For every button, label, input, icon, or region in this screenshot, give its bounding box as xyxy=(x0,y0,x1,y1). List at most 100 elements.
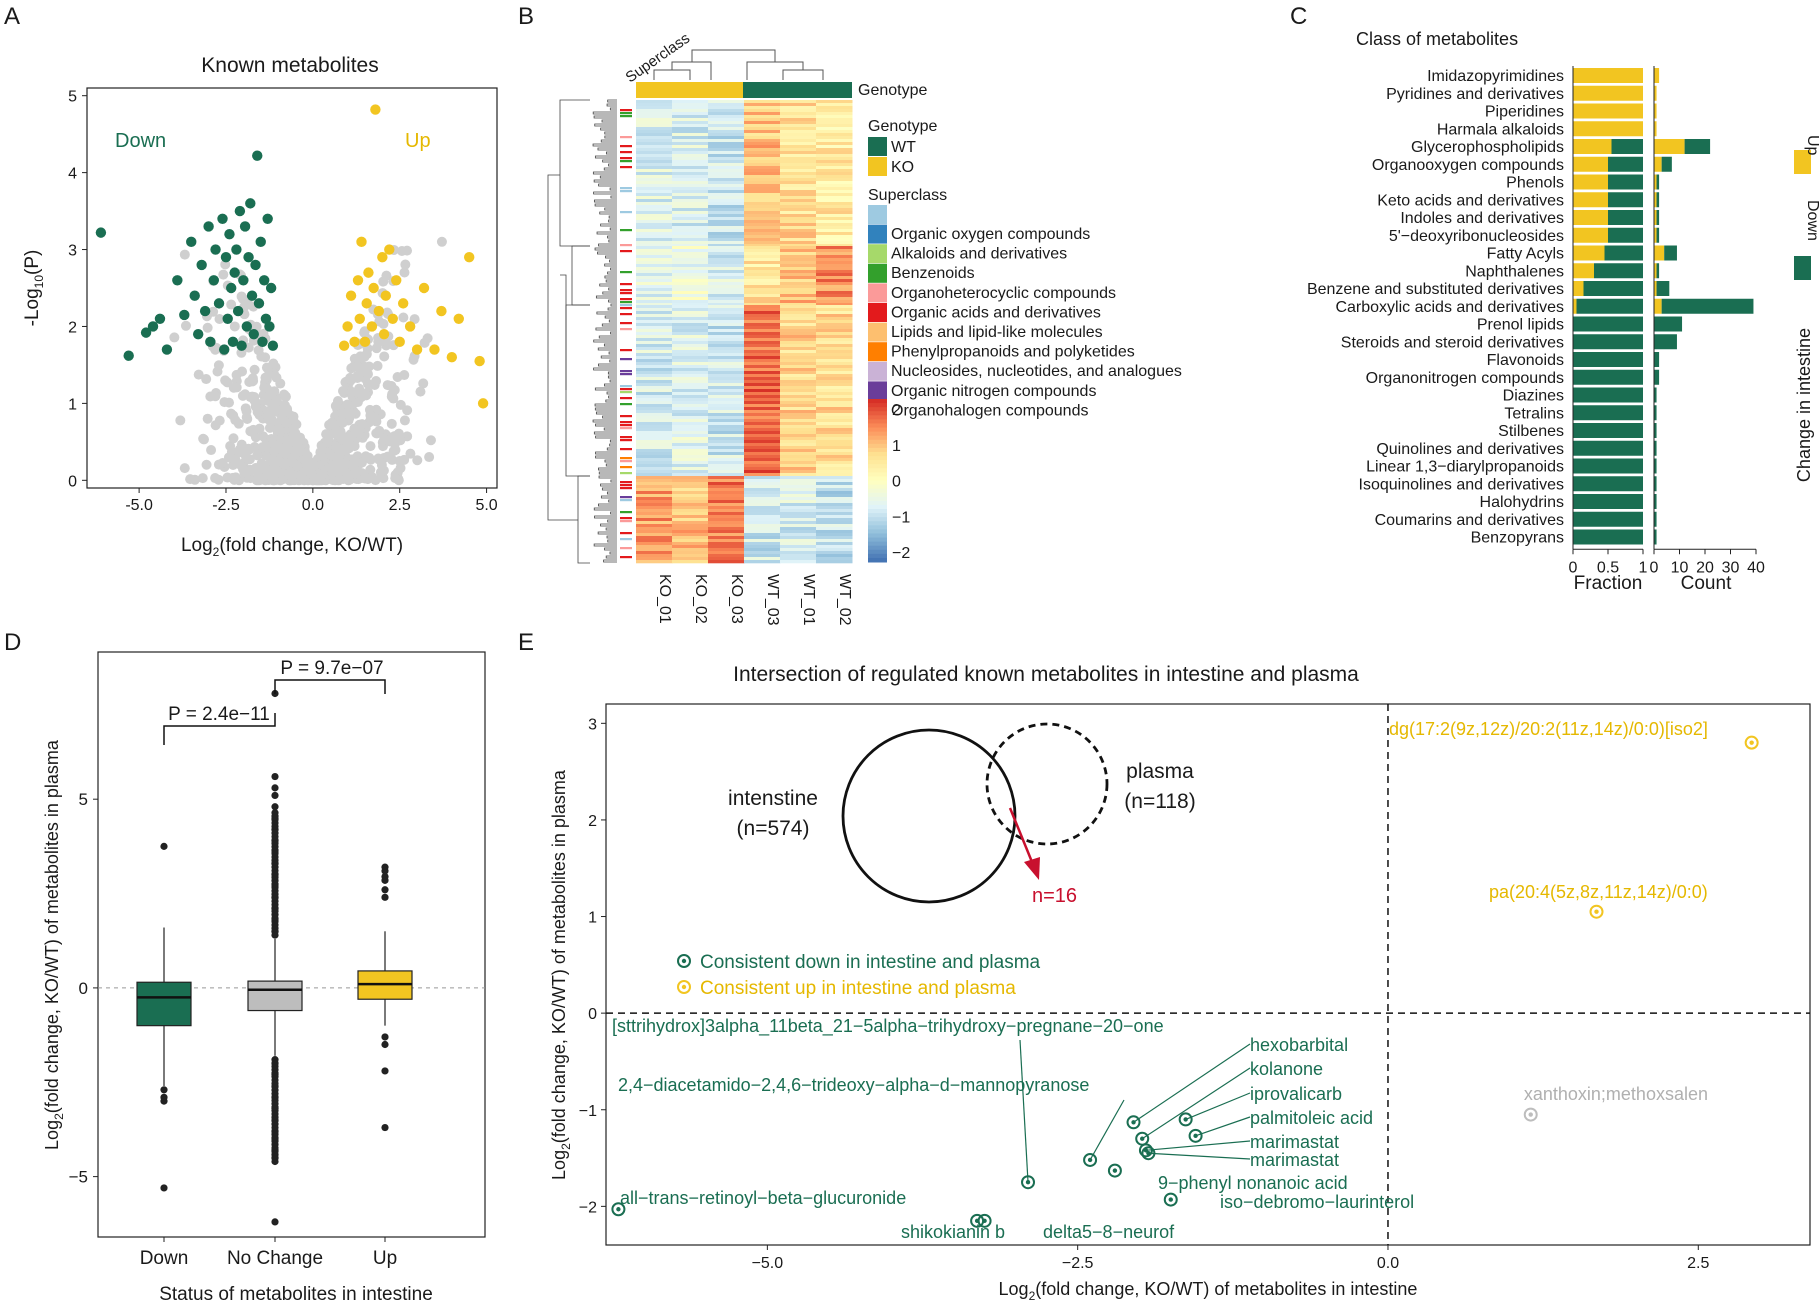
panel-a-points xyxy=(95,104,489,409)
nochange-point xyxy=(179,249,190,260)
heatmap-cell xyxy=(636,145,673,149)
nochange-point xyxy=(206,445,217,456)
heatmap-cell xyxy=(816,175,853,179)
heatmap-cell xyxy=(780,211,817,215)
heatmap-cell xyxy=(672,323,709,327)
up-point xyxy=(361,298,372,309)
row-dendrogram-branch xyxy=(604,315,617,319)
heatmap-cell xyxy=(672,142,709,146)
heatmap-cell xyxy=(744,288,781,292)
row-dendrogram-branch xyxy=(603,167,617,171)
heatmap-cell xyxy=(672,428,709,432)
count-bar-down xyxy=(1654,476,1657,492)
down-point xyxy=(123,350,134,361)
column-label: WT_01 xyxy=(800,574,817,626)
heatmap-cell xyxy=(636,103,673,107)
heatmap-cell xyxy=(708,288,745,292)
heatmap-cell xyxy=(672,542,709,546)
superclass-strip-cell xyxy=(620,556,632,559)
heatmap-cell xyxy=(636,410,673,414)
y-tick-label: 2 xyxy=(588,813,597,830)
heatmap-cell xyxy=(672,273,709,277)
legend-down-marker xyxy=(677,954,691,968)
nochange-point xyxy=(269,475,280,486)
superclass-strip-cell xyxy=(620,523,632,526)
nochange-point xyxy=(357,419,368,430)
superclass-strip-cell xyxy=(620,394,632,397)
heatmap-cell xyxy=(636,178,673,182)
nochange-point xyxy=(436,236,447,247)
scale-segment xyxy=(868,488,887,494)
superclass-strip-cell xyxy=(620,322,632,325)
superclass-strip-cell xyxy=(620,145,632,148)
row-dendrogram-branch xyxy=(608,395,617,399)
heatmap-cell xyxy=(780,503,817,507)
heatmap-cell xyxy=(780,356,817,360)
heatmap-cell xyxy=(816,139,853,143)
heatmap-cell xyxy=(780,470,817,474)
superclass-label: Organic acids and derivatives xyxy=(891,304,1101,321)
scale-tick-label: −2 xyxy=(892,545,910,562)
heatmap-cell xyxy=(744,264,781,268)
heatmap-cell xyxy=(708,317,745,321)
row-dendrogram-branch xyxy=(604,275,617,279)
nochange-point xyxy=(193,369,204,380)
superclass-strip-cell xyxy=(620,460,632,463)
heatmap-cell xyxy=(636,464,673,468)
row-dendrogram-branch xyxy=(608,319,617,323)
heatmap-cell xyxy=(780,437,817,441)
count-bar-down xyxy=(1654,494,1657,509)
heatmap-cell xyxy=(780,506,817,510)
heatmap-cell xyxy=(744,258,781,262)
up-point xyxy=(397,298,409,309)
row-dendrogram-branch xyxy=(610,303,617,307)
heatmap-cell xyxy=(636,332,673,336)
row-dendrogram-branch xyxy=(600,127,617,131)
down-point xyxy=(205,336,216,348)
class-label: Glycerophospholipids xyxy=(1411,139,1564,156)
nochange-point xyxy=(295,446,306,457)
nochange-point xyxy=(210,391,221,402)
heatmap-cell xyxy=(708,100,745,104)
heatmap-cell xyxy=(636,512,673,516)
heatmap-cell xyxy=(708,479,745,483)
heatmap-cell xyxy=(780,305,817,309)
superclass-strip-cell xyxy=(620,190,632,193)
point-label: hexobarbital xyxy=(1250,1035,1348,1055)
heatmap-cell xyxy=(708,294,745,298)
heatmap-cell xyxy=(780,223,817,227)
heatmap-cell xyxy=(780,154,817,158)
heatmap-cell xyxy=(744,220,781,224)
fraction-bar-down xyxy=(1608,156,1643,172)
heatmap-cell xyxy=(780,440,817,444)
panel-e: E Intersection of regulated known metabo… xyxy=(518,629,1811,1303)
row-dendrogram-branch xyxy=(594,407,617,411)
superclass-strip-cell xyxy=(620,421,632,424)
heatmap-cell xyxy=(708,249,745,253)
heatmap-cell xyxy=(744,202,781,206)
heatmap-cell xyxy=(636,458,673,462)
scale-segment xyxy=(868,431,887,437)
heatmap-cell xyxy=(744,542,781,546)
nochange-point xyxy=(290,428,301,439)
heatmap-cell xyxy=(816,121,853,125)
superclass-strip-cell xyxy=(620,250,632,253)
heatmap-cell xyxy=(816,115,853,119)
row-dendrogram-branch xyxy=(608,499,617,503)
heatmap-cell xyxy=(672,521,709,525)
heatmap-cell xyxy=(816,208,853,212)
superclass-strip-cell xyxy=(620,202,632,205)
heatmap-cell xyxy=(672,476,709,480)
heatmap-cell xyxy=(636,530,673,534)
heatmap-cell xyxy=(780,300,817,304)
superclass-strip-cell xyxy=(620,526,632,529)
down-point xyxy=(245,198,256,209)
heatmap-cell xyxy=(636,389,673,393)
scale-segment xyxy=(868,415,887,420)
heatmap-cell xyxy=(672,258,709,262)
heatmap-cell xyxy=(744,521,781,525)
heatmap-cell xyxy=(708,326,745,330)
heatmap-cell xyxy=(672,356,709,360)
panel-e-plot-frame xyxy=(605,703,1811,1246)
row-dendrogram-branch xyxy=(601,323,617,327)
